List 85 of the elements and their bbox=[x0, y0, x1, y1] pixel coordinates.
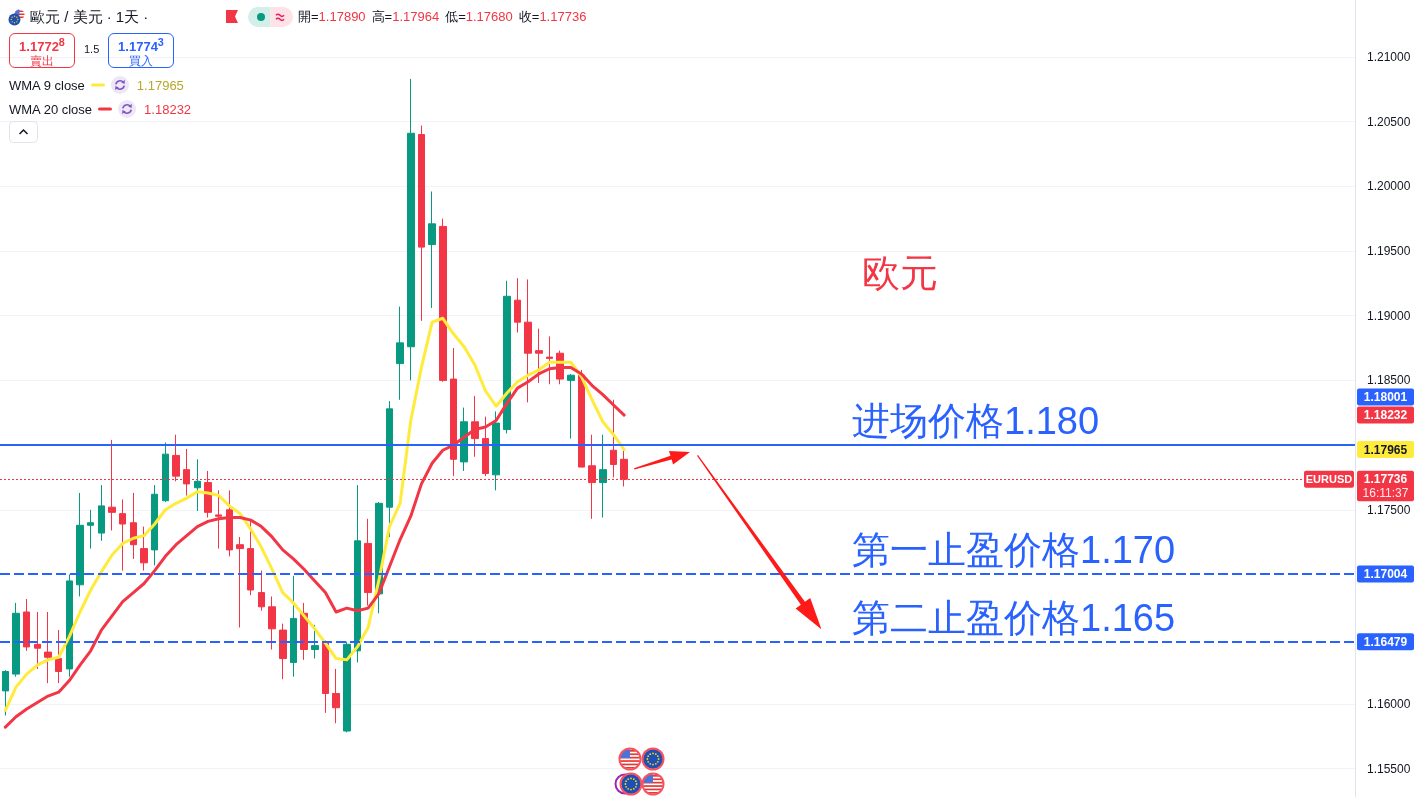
candlestick bbox=[514, 277, 521, 334]
annotation: 開= bbox=[298, 8, 319, 26]
candlestick bbox=[34, 611, 41, 670]
annotation: 1.18232 bbox=[144, 101, 192, 117]
line-series bbox=[3, 316, 626, 712]
legend-label: WMA 20 close bbox=[9, 101, 93, 117]
candlestick bbox=[119, 498, 126, 572]
candlestick bbox=[87, 509, 94, 550]
candlestick bbox=[311, 624, 319, 660]
text: 歐元 / 美元 · 1天 · bbox=[30, 7, 149, 27]
text: 1.17004 bbox=[1363, 566, 1408, 581]
candlestick bbox=[23, 598, 30, 652]
annotation: 1.17736 bbox=[539, 8, 587, 26]
candlestick bbox=[2, 669, 9, 716]
annotation: 1.17680 bbox=[465, 8, 513, 26]
annotation: 欧元 bbox=[862, 251, 938, 296]
candlestick bbox=[332, 668, 340, 724]
candlestick bbox=[44, 611, 52, 684]
candlestick bbox=[226, 489, 233, 557]
candlestick bbox=[428, 190, 436, 309]
candlestick bbox=[215, 489, 222, 550]
candlestick bbox=[12, 602, 20, 678]
candlestick bbox=[471, 395, 479, 458]
y-tick-label: 1.15500 bbox=[1367, 761, 1411, 776]
annotation: 1.5 bbox=[84, 42, 100, 57]
y-tick-label: 1.19000 bbox=[1367, 308, 1411, 323]
candlestick bbox=[418, 125, 425, 322]
candlestick bbox=[140, 526, 148, 572]
annotation: 低= bbox=[445, 8, 466, 26]
annotation: 買入 bbox=[128, 54, 154, 69]
ref-line-label: 第二止盈价格1.165 bbox=[852, 596, 1176, 639]
candlestick bbox=[55, 629, 62, 684]
candlestick bbox=[439, 218, 447, 383]
candlestick bbox=[268, 595, 276, 650]
candlestick bbox=[151, 484, 158, 566]
candlestick bbox=[599, 434, 607, 519]
text: 1.17965 bbox=[1363, 442, 1408, 457]
annotation: 賣出 bbox=[29, 54, 55, 69]
y-tick-label: 1.20000 bbox=[1367, 179, 1411, 194]
text: 1.17736 bbox=[1363, 472, 1408, 487]
annotation: 1.1772$^{8}$ bbox=[18, 35, 66, 55]
candlestick bbox=[279, 623, 287, 680]
candlestick bbox=[236, 536, 244, 629]
annotation: 1.17890 bbox=[318, 8, 366, 26]
candlestick bbox=[503, 280, 511, 434]
annotation: 1.17964 bbox=[392, 8, 440, 26]
candlestick bbox=[492, 410, 500, 491]
candlestick bbox=[386, 400, 393, 538]
candlestick bbox=[322, 639, 329, 714]
legend-label: WMA 9 close bbox=[9, 77, 85, 93]
candlestick bbox=[407, 78, 415, 381]
text: 1.18001 bbox=[1363, 390, 1408, 405]
y-tick-label: 1.21000 bbox=[1367, 49, 1411, 64]
annotation: 收= bbox=[518, 8, 540, 26]
ref-line-label: 进场价格1.180 bbox=[852, 399, 1100, 442]
candlestick bbox=[290, 575, 297, 678]
candlestick bbox=[354, 484, 361, 663]
text: 1.16479 bbox=[1363, 634, 1408, 649]
candlestick bbox=[482, 416, 489, 477]
y-tick-label: 1.19500 bbox=[1367, 244, 1411, 258]
candlestick bbox=[567, 373, 575, 440]
y-tick-label: 1.16000 bbox=[1367, 696, 1411, 711]
y-tick-label: 1.20500 bbox=[1367, 114, 1411, 129]
candlestick bbox=[343, 641, 351, 733]
annotation: 1.1774$^{3}$ bbox=[117, 35, 165, 55]
candlestick bbox=[396, 306, 404, 401]
candlestick bbox=[610, 399, 617, 478]
candlestick bbox=[76, 492, 84, 597]
candlestick bbox=[578, 369, 585, 468]
text: 16:11:37 bbox=[1362, 485, 1409, 500]
candlestick bbox=[194, 458, 201, 512]
candlestick bbox=[258, 570, 265, 612]
candlestick bbox=[364, 518, 372, 607]
y-tick-label: 1.17500 bbox=[1367, 502, 1411, 517]
annotation: 高= bbox=[371, 8, 393, 26]
annotation: 1.17965 bbox=[136, 77, 184, 93]
candlestick bbox=[162, 441, 169, 503]
sell-button: 1.1772$^{8}$ 賣出 bbox=[9, 33, 75, 68]
ref-line-label: 第一止盈价格1.170 bbox=[852, 528, 1176, 571]
buy-button: 1.1774$^{3}$ 買入 bbox=[108, 33, 174, 68]
text: 1.18232 bbox=[1363, 408, 1408, 423]
ref-line-label: EURUSD bbox=[1305, 473, 1353, 486]
candlestick bbox=[66, 573, 73, 678]
candlestick bbox=[98, 484, 105, 542]
y-tick-label: 1.18500 bbox=[1367, 373, 1411, 388]
